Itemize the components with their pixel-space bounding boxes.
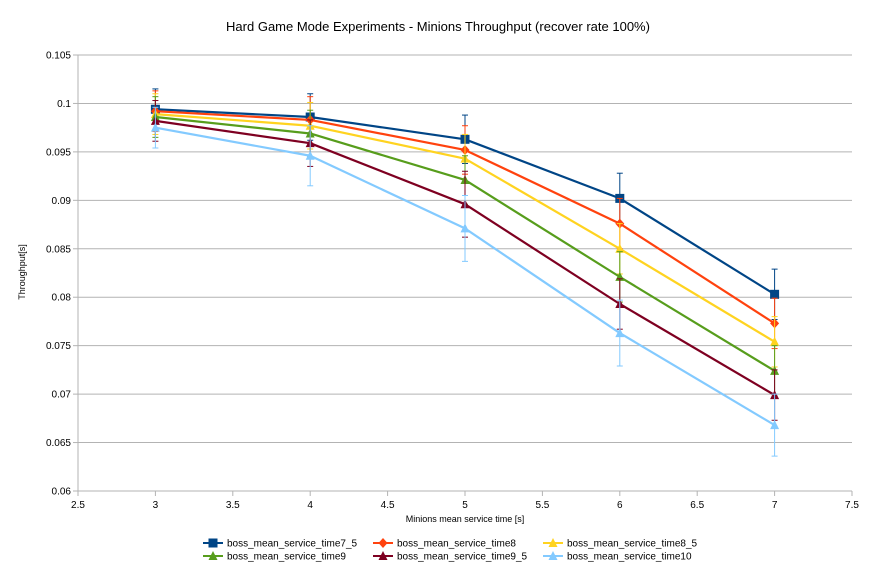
legend-swatch-marker (378, 538, 388, 548)
chart-title: Hard Game Mode Experiments - Minions Thr… (226, 19, 650, 34)
legend-item: boss_mean_service_time10 (543, 551, 692, 563)
y-tick-label: 0.06 (52, 487, 72, 498)
data-point (770, 420, 780, 430)
x-tick-label: 3 (153, 500, 159, 511)
x-tick-label: 4.5 (381, 500, 395, 511)
legend-label: boss_mean_service_time8_5 (567, 539, 698, 550)
legend-label: boss_mean_service_time7_5 (227, 539, 358, 550)
x-tick-label: 7 (772, 500, 778, 511)
legend: boss_mean_service_time7_5 boss_mean_servi… (203, 538, 698, 563)
legend-item: boss_mean_service_time9 (203, 551, 346, 563)
y-axis-label: Throughput[s] (17, 244, 27, 300)
data-point (150, 122, 160, 132)
data-point (770, 289, 780, 299)
legend-swatch-marker (548, 538, 558, 547)
y-tick-label: 0.105 (46, 51, 71, 62)
x-tick-label: 5 (462, 500, 468, 511)
legend-swatch-marker (548, 551, 558, 560)
x-axis-label: Minions mean service time [s] (406, 514, 525, 524)
legend-item: boss_mean_service_time8_5 (543, 538, 698, 550)
data-point (615, 243, 625, 253)
legend-label: boss_mean_service_time9_5 (397, 552, 528, 563)
y-tick-label: 0.065 (46, 438, 71, 449)
series-layer (150, 88, 780, 457)
series-boss_mean_service_time10 (150, 106, 780, 457)
legend-label: boss_mean_service_time10 (567, 552, 692, 563)
data-point (770, 336, 780, 346)
x-tick-label: 2.5 (71, 500, 85, 511)
y-tick-label: 0.1 (57, 99, 71, 110)
data-point (460, 223, 470, 233)
legend-label: boss_mean_service_time9 (227, 552, 346, 563)
x-tick-label: 6.5 (690, 500, 704, 511)
legend-swatch-marker (378, 551, 388, 560)
x-tick-label: 7.5 (845, 500, 859, 511)
legend-label: boss_mean_service_time8 (397, 539, 516, 550)
legend-item: boss_mean_service_time9_5 (373, 551, 528, 563)
legend-item: boss_mean_service_time7_5 (203, 538, 358, 550)
legend-item: boss_mean_service_time8 (373, 538, 516, 550)
y-tick-label: 0.095 (46, 147, 71, 158)
x-tick-label: 4 (307, 500, 313, 511)
data-point (615, 328, 625, 338)
y-tick-label: 0.08 (52, 293, 72, 304)
axes: 0.060.0650.070.0750.080.0850.090.0950.10… (46, 51, 859, 512)
y-tick-label: 0.075 (46, 341, 71, 352)
legend-swatch-marker (208, 551, 218, 560)
y-tick-label: 0.09 (52, 196, 72, 207)
y-tick-label: 0.07 (52, 390, 72, 401)
legend-swatch-marker (208, 538, 218, 548)
x-tick-label: 3.5 (226, 500, 240, 511)
data-point (305, 150, 315, 160)
y-tick-label: 0.085 (46, 244, 71, 255)
x-tick-label: 5.5 (535, 500, 549, 511)
x-tick-label: 6 (617, 500, 623, 511)
